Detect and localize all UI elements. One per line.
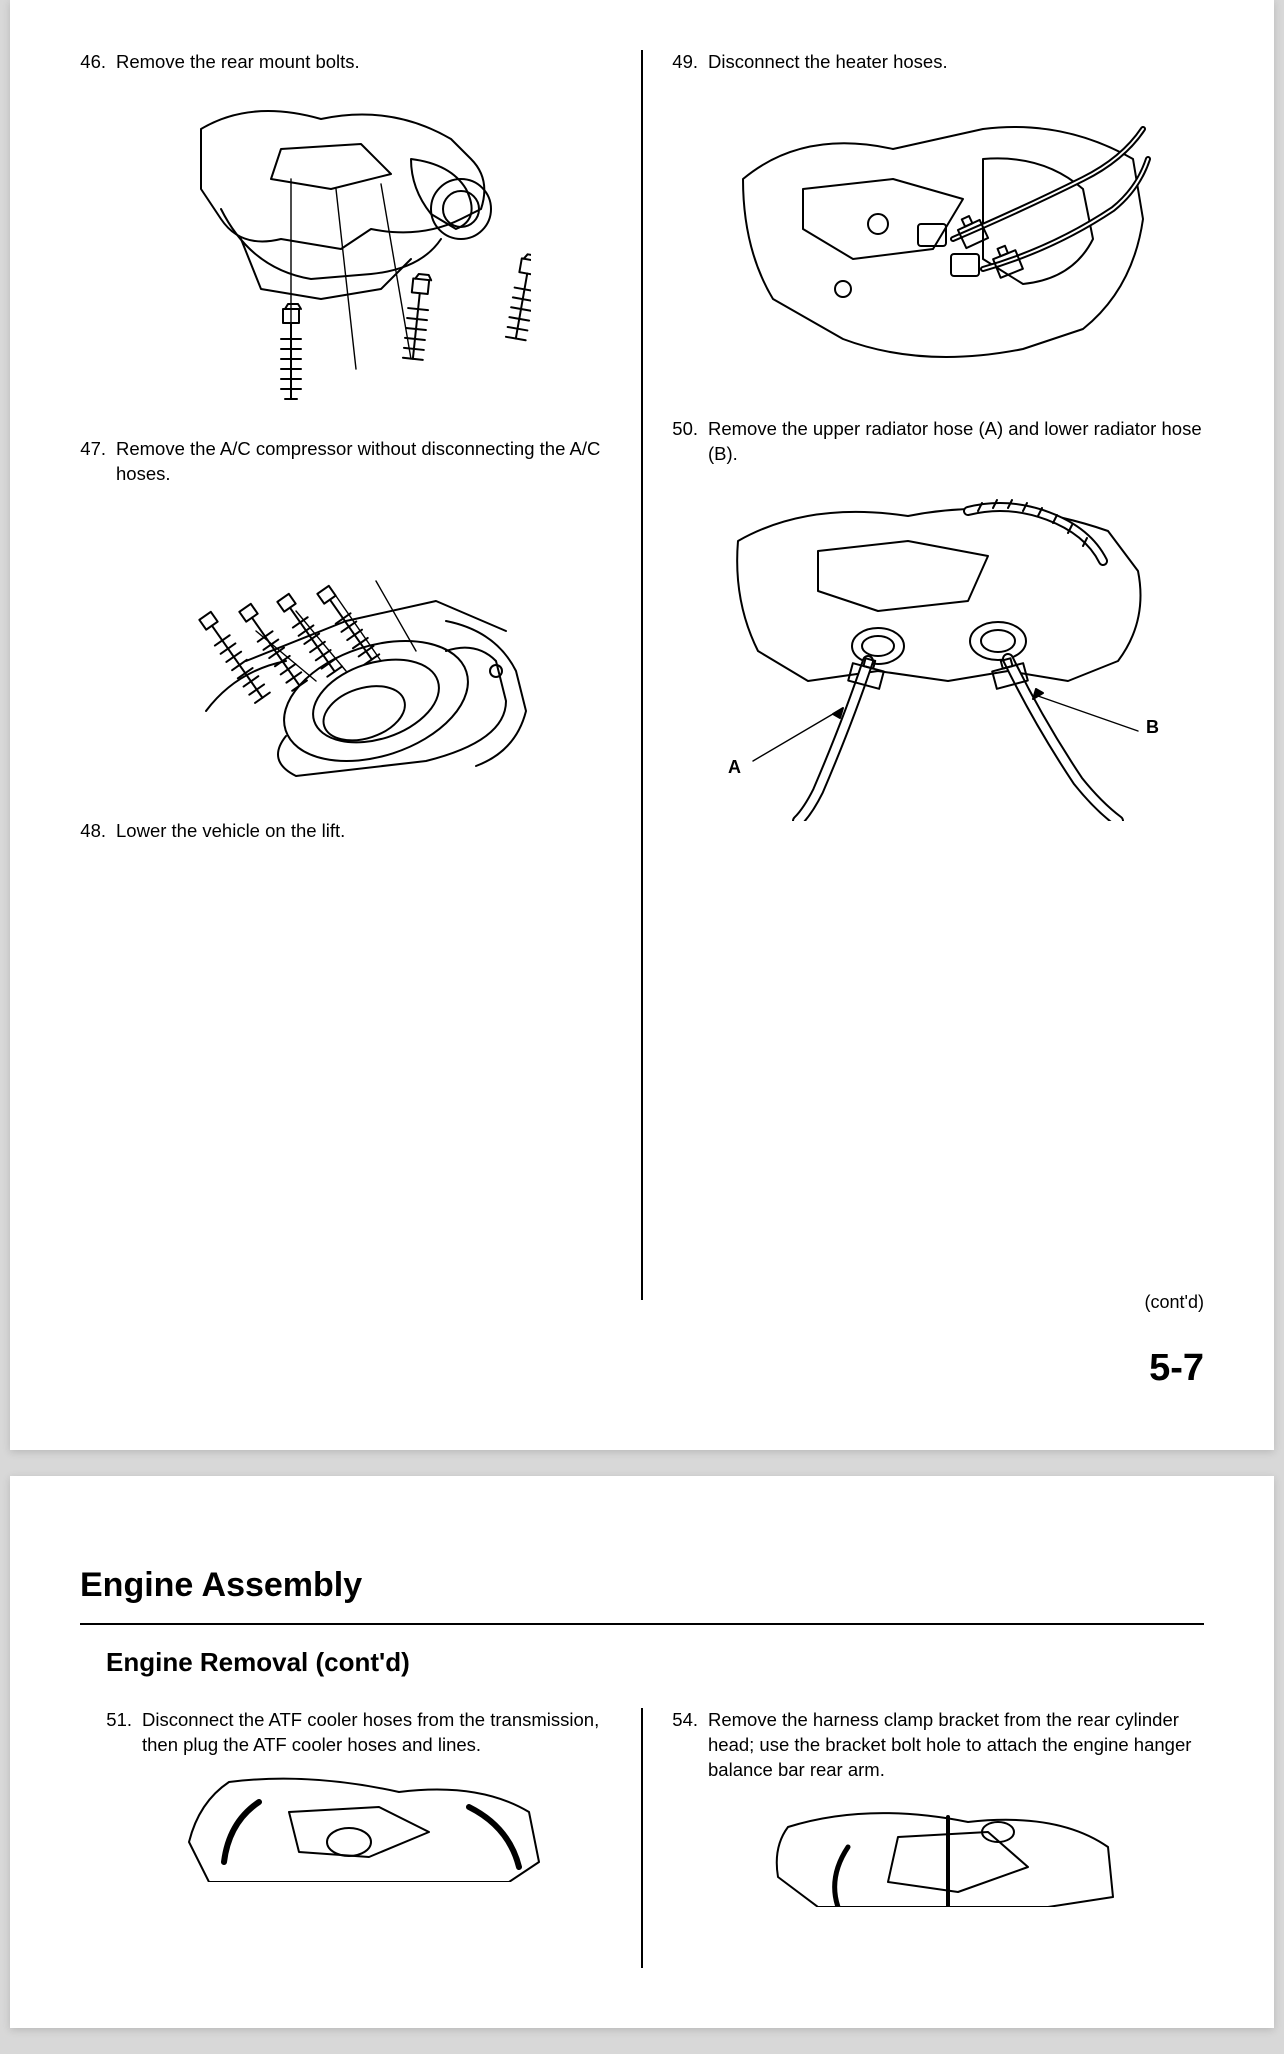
left-column: 46. Remove the rear mount bolts. [80,50,642,1300]
step-number: 48. [80,819,116,844]
step-number: 51. [106,1708,142,1758]
section-title: Engine Assembly [80,1566,1204,1605]
right-column: 49. Disconnect the heater hoses. [642,50,1204,1300]
step-text: Disconnect the ATF cooler hoses from the… [142,1708,612,1758]
two-column-layout: 46. Remove the rear mount bolts. [80,50,1204,1300]
step-text: Remove the A/C compressor without discon… [116,437,612,487]
sub-section-title: Engine Removal (cont'd) [106,1647,1204,1678]
figure-47 [80,501,612,791]
manual-page-1: 46. Remove the rear mount bolts. [10,0,1274,1450]
radiator-hoses-diagram-icon: A B [708,481,1168,821]
figure-49 [672,89,1204,389]
step-number: 49. [672,50,708,75]
heater-hoses-diagram-icon [723,89,1153,389]
right-column-2: 54. Remove the harness clamp bracket fro… [642,1708,1204,1968]
manual-page-2: Engine Assembly Engine Removal (cont'd) … [10,1476,1274,2028]
step-46: 46. Remove the rear mount bolts. [80,50,612,75]
step-text: Lower the vehicle on the lift. [116,819,612,844]
step-47: 47. Remove the A/C compressor without di… [80,437,612,487]
page-number: 5-7 [1149,1347,1204,1389]
step-50: 50. Remove the upper radiator hose (A) a… [672,417,1204,467]
label-b: B [1146,717,1159,737]
two-column-layout-2: 51. Disconnect the ATF cooler hoses from… [80,1708,1204,1968]
section-rule [80,1623,1204,1625]
figure-51 [106,1772,612,1882]
step-number: 46. [80,50,116,75]
label-a: A [728,757,741,777]
step-54: 54. Remove the harness clamp bracket fro… [672,1708,1204,1783]
step-51: 51. Disconnect the ATF cooler hoses from… [106,1708,612,1758]
figure-46 [80,89,612,409]
figure-54 [672,1797,1204,1907]
step-48: 48. Lower the vehicle on the lift. [80,819,612,844]
step-number: 50. [672,417,708,467]
engine-mount-bolts-diagram-icon [161,89,531,409]
step-number: 47. [80,437,116,487]
step-text: Disconnect the heater hoses. [708,50,1204,75]
step-text: Remove the harness clamp bracket from th… [708,1708,1204,1783]
figure-50: A B [672,481,1204,821]
ac-compressor-diagram-icon [146,501,546,791]
page-footer: (cont'd) 5-7 [1145,1292,1204,1390]
continued-label: (cont'd) [1145,1292,1204,1313]
step-text: Remove the rear mount bolts. [116,50,612,75]
step-49: 49. Disconnect the heater hoses. [672,50,1204,75]
harness-clamp-bracket-diagram-icon [748,1797,1128,1907]
step-number: 54. [672,1708,708,1783]
atf-cooler-hoses-diagram-icon [169,1772,549,1882]
left-column-2: 51. Disconnect the ATF cooler hoses from… [80,1708,642,1968]
step-text: Remove the upper radiator hose (A) and l… [708,417,1204,467]
